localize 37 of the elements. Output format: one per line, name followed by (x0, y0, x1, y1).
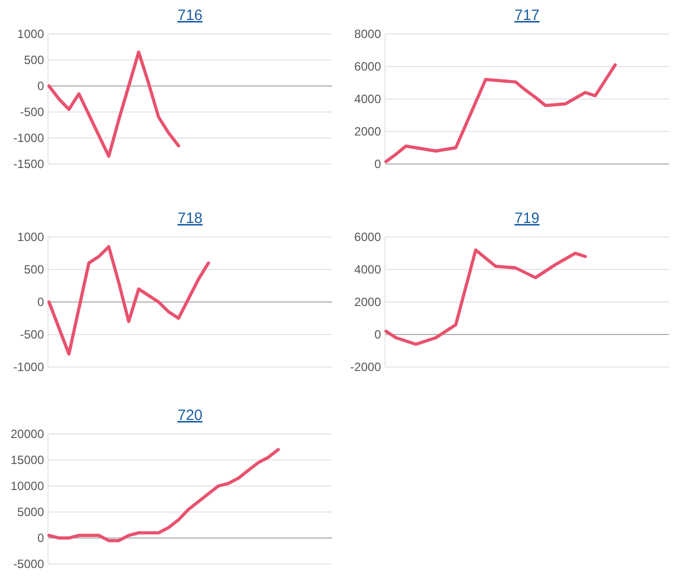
chart-title: 716 (177, 7, 203, 24)
y-tick-label: 6000 (354, 60, 382, 74)
y-tick-label: 20000 (10, 427, 44, 442)
y-tick-label: 10000 (10, 479, 44, 494)
y-tick-label: 4000 (354, 92, 382, 106)
chart-title: 717 (514, 7, 540, 24)
y-tick-label: 4000 (354, 262, 382, 277)
y-tick-label: 0 (37, 79, 44, 94)
y-tick-label: 0 (374, 157, 382, 172)
y-tick-label: 5000 (17, 505, 44, 520)
chart-title: 718 (177, 210, 203, 227)
y-tick-label: 500 (24, 262, 44, 277)
line-series (384, 248, 587, 346)
y-tick-label: 0 (37, 531, 44, 546)
y-tick-label: 1000 (17, 230, 44, 244)
y-tick-label: 1000 (17, 27, 44, 42)
y-tick-label: 0 (374, 328, 382, 342)
line-series (384, 63, 617, 164)
y-tick-label: -1000 (13, 360, 44, 374)
chart-title: 719 (514, 210, 540, 227)
y-tick-label: 2000 (354, 124, 382, 139)
y-tick-label: 8000 (354, 27, 382, 42)
chart-title: 720 (177, 407, 203, 424)
y-tick-label: -1000 (13, 131, 44, 146)
line-series (47, 245, 210, 356)
y-tick-label: 2000 (354, 295, 382, 310)
y-tick-label: -500 (20, 105, 44, 120)
line-series (47, 50, 180, 158)
y-tick-label: -5000 (13, 557, 44, 572)
y-tick-label: -1500 (13, 157, 44, 172)
y-tick-label: -500 (20, 328, 44, 342)
y-tick-label: 0 (37, 295, 44, 310)
y-tick-label: 500 (24, 53, 44, 68)
y-tick-label: 15000 (10, 453, 44, 468)
y-tick-label: 6000 (354, 230, 382, 244)
y-tick-label: -2000 (350, 360, 382, 374)
line-series (47, 448, 280, 542)
